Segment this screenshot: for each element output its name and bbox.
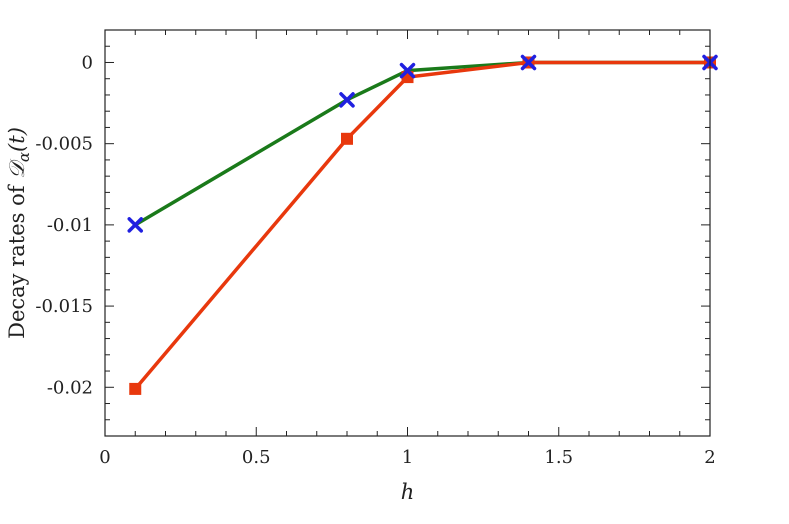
series-layer	[133, 60, 710, 391]
x-tick-label: 0	[99, 447, 110, 468]
y-axis-label-subscript: α	[15, 152, 33, 162]
data-point-x	[520, 54, 537, 71]
y-tick-label: -0.02	[47, 377, 93, 398]
data-point-x	[339, 92, 355, 108]
x-tick-label: 1	[402, 447, 413, 468]
x-axis-label: h	[401, 480, 415, 504]
y-tick-label: -0.005	[35, 134, 93, 155]
y-axis-label-symbol: 𝒟	[5, 158, 29, 179]
ticks-layer	[104, 29, 711, 437]
x-tick-label: 1.5	[544, 447, 573, 468]
plot-frame	[104, 29, 711, 437]
x-tick-label: 0.5	[242, 447, 271, 468]
data-point-x	[127, 217, 143, 233]
x-tick-label: 2	[704, 447, 715, 468]
y-tick-label: 0	[82, 52, 93, 73]
y-tick-label: -0.015	[35, 296, 93, 317]
tick-labels-layer: 0 0.5 1 1.5 2 0 -0.005 -0.01 -0.015 -0.02	[35, 52, 715, 468]
markers-layer	[127, 54, 718, 395]
y-axis-label: Decay rates of 𝒟α(t)	[5, 127, 33, 339]
y-axis-label-prefix: Decay rates of	[5, 179, 29, 339]
y-axis-label-suffix: (t)	[5, 127, 29, 152]
y-tick-label: -0.01	[47, 215, 93, 236]
series-line-red	[133, 60, 710, 391]
data-point-x	[399, 62, 416, 79]
data-point-square	[341, 132, 353, 145]
series-line-green	[134, 60, 710, 227]
data-point-square	[129, 382, 142, 395]
